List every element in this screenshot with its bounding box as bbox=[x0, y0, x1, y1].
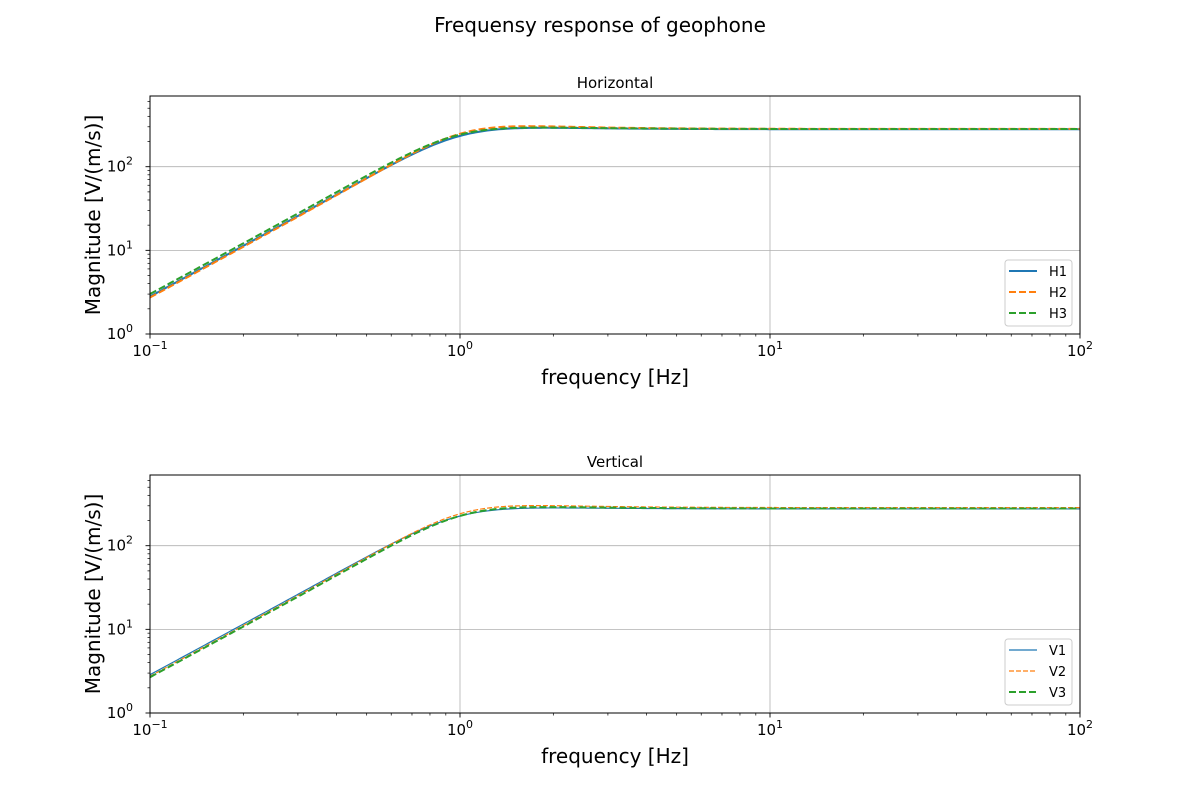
vertical-major-ticks bbox=[145, 545, 1081, 718]
horizontal-x-tick-label: 101 bbox=[757, 339, 783, 360]
vertical-y-axis-label: Magnitude [V/(m/s)] bbox=[81, 494, 105, 695]
series-line-h2 bbox=[150, 125, 1080, 299]
horizontal-legend: H1 H2 H3 bbox=[1004, 259, 1073, 327]
figure-title: Frequensy response of geophone bbox=[434, 13, 766, 37]
horizontal-y-tick-label: 102 bbox=[107, 155, 133, 176]
vertical-minor-ticks bbox=[147, 480, 1067, 716]
vertical-x-axis-label: frequency [Hz] bbox=[541, 744, 689, 768]
legend-label-h3: H3 bbox=[1049, 307, 1067, 322]
series-line-h3 bbox=[150, 126, 1080, 295]
horizontal-y-tick-label: 101 bbox=[107, 238, 133, 259]
horizontal-axes-frame bbox=[149, 95, 1081, 335]
vertical-legend-box bbox=[1004, 638, 1073, 706]
series-line-h1 bbox=[150, 126, 1080, 298]
horizontal-x-tick-labels: 10−1 100 101 102 bbox=[132, 339, 1093, 360]
vertical-x-tick-labels: 10−1 100 101 102 bbox=[132, 718, 1093, 739]
horizontal-series bbox=[150, 125, 1080, 299]
series-line-v3 bbox=[150, 506, 1080, 679]
vertical-y-tick-label: 102 bbox=[107, 534, 133, 555]
horizontal-major-ticks bbox=[145, 166, 1081, 339]
series-line-v1 bbox=[150, 507, 1080, 676]
horizontal-grid bbox=[150, 96, 1080, 334]
legend-label-h2: H2 bbox=[1049, 286, 1067, 301]
horizontal-y-tick-label: 100 bbox=[107, 322, 133, 343]
horizontal-x-tick-label: 10−1 bbox=[132, 339, 167, 360]
vertical-x-tick-label: 101 bbox=[757, 718, 783, 739]
horizontal-x-tick-label: 100 bbox=[447, 339, 473, 360]
horizontal-y-tick-labels: 100 101 102 bbox=[107, 155, 133, 343]
vertical-y-tick-label: 101 bbox=[107, 617, 133, 638]
legend-label-h1: H1 bbox=[1049, 265, 1067, 280]
vertical-x-tick-label: 102 bbox=[1067, 718, 1093, 739]
horizontal-panel-title: Horizontal bbox=[577, 74, 654, 92]
vertical-x-tick-label: 100 bbox=[447, 718, 473, 739]
vertical-series bbox=[150, 504, 1080, 679]
legend-label-v2: V2 bbox=[1049, 665, 1066, 680]
legend-label-v1: V1 bbox=[1049, 644, 1066, 659]
horizontal-x-axis-label: frequency [Hz] bbox=[541, 365, 689, 389]
legend-label-v3: V3 bbox=[1049, 686, 1066, 701]
vertical-axes-frame bbox=[149, 474, 1081, 714]
vertical-panel-title: Vertical bbox=[587, 453, 643, 471]
horizontal-minor-ticks bbox=[147, 101, 1067, 337]
vertical-y-tick-labels: 100 101 102 bbox=[107, 534, 133, 722]
vertical-y-tick-label: 100 bbox=[107, 701, 133, 722]
horizontal-y-axis-label: Magnitude [V/(m/s)] bbox=[81, 115, 105, 316]
vertical-grid bbox=[150, 475, 1080, 713]
horizontal-legend-box bbox=[1004, 259, 1073, 327]
vertical-legend: V1 V2 V3 bbox=[1004, 638, 1073, 706]
horizontal-x-tick-label: 102 bbox=[1067, 339, 1093, 360]
vertical-x-tick-label: 10−1 bbox=[132, 718, 167, 739]
series-line-v2 bbox=[150, 504, 1080, 677]
